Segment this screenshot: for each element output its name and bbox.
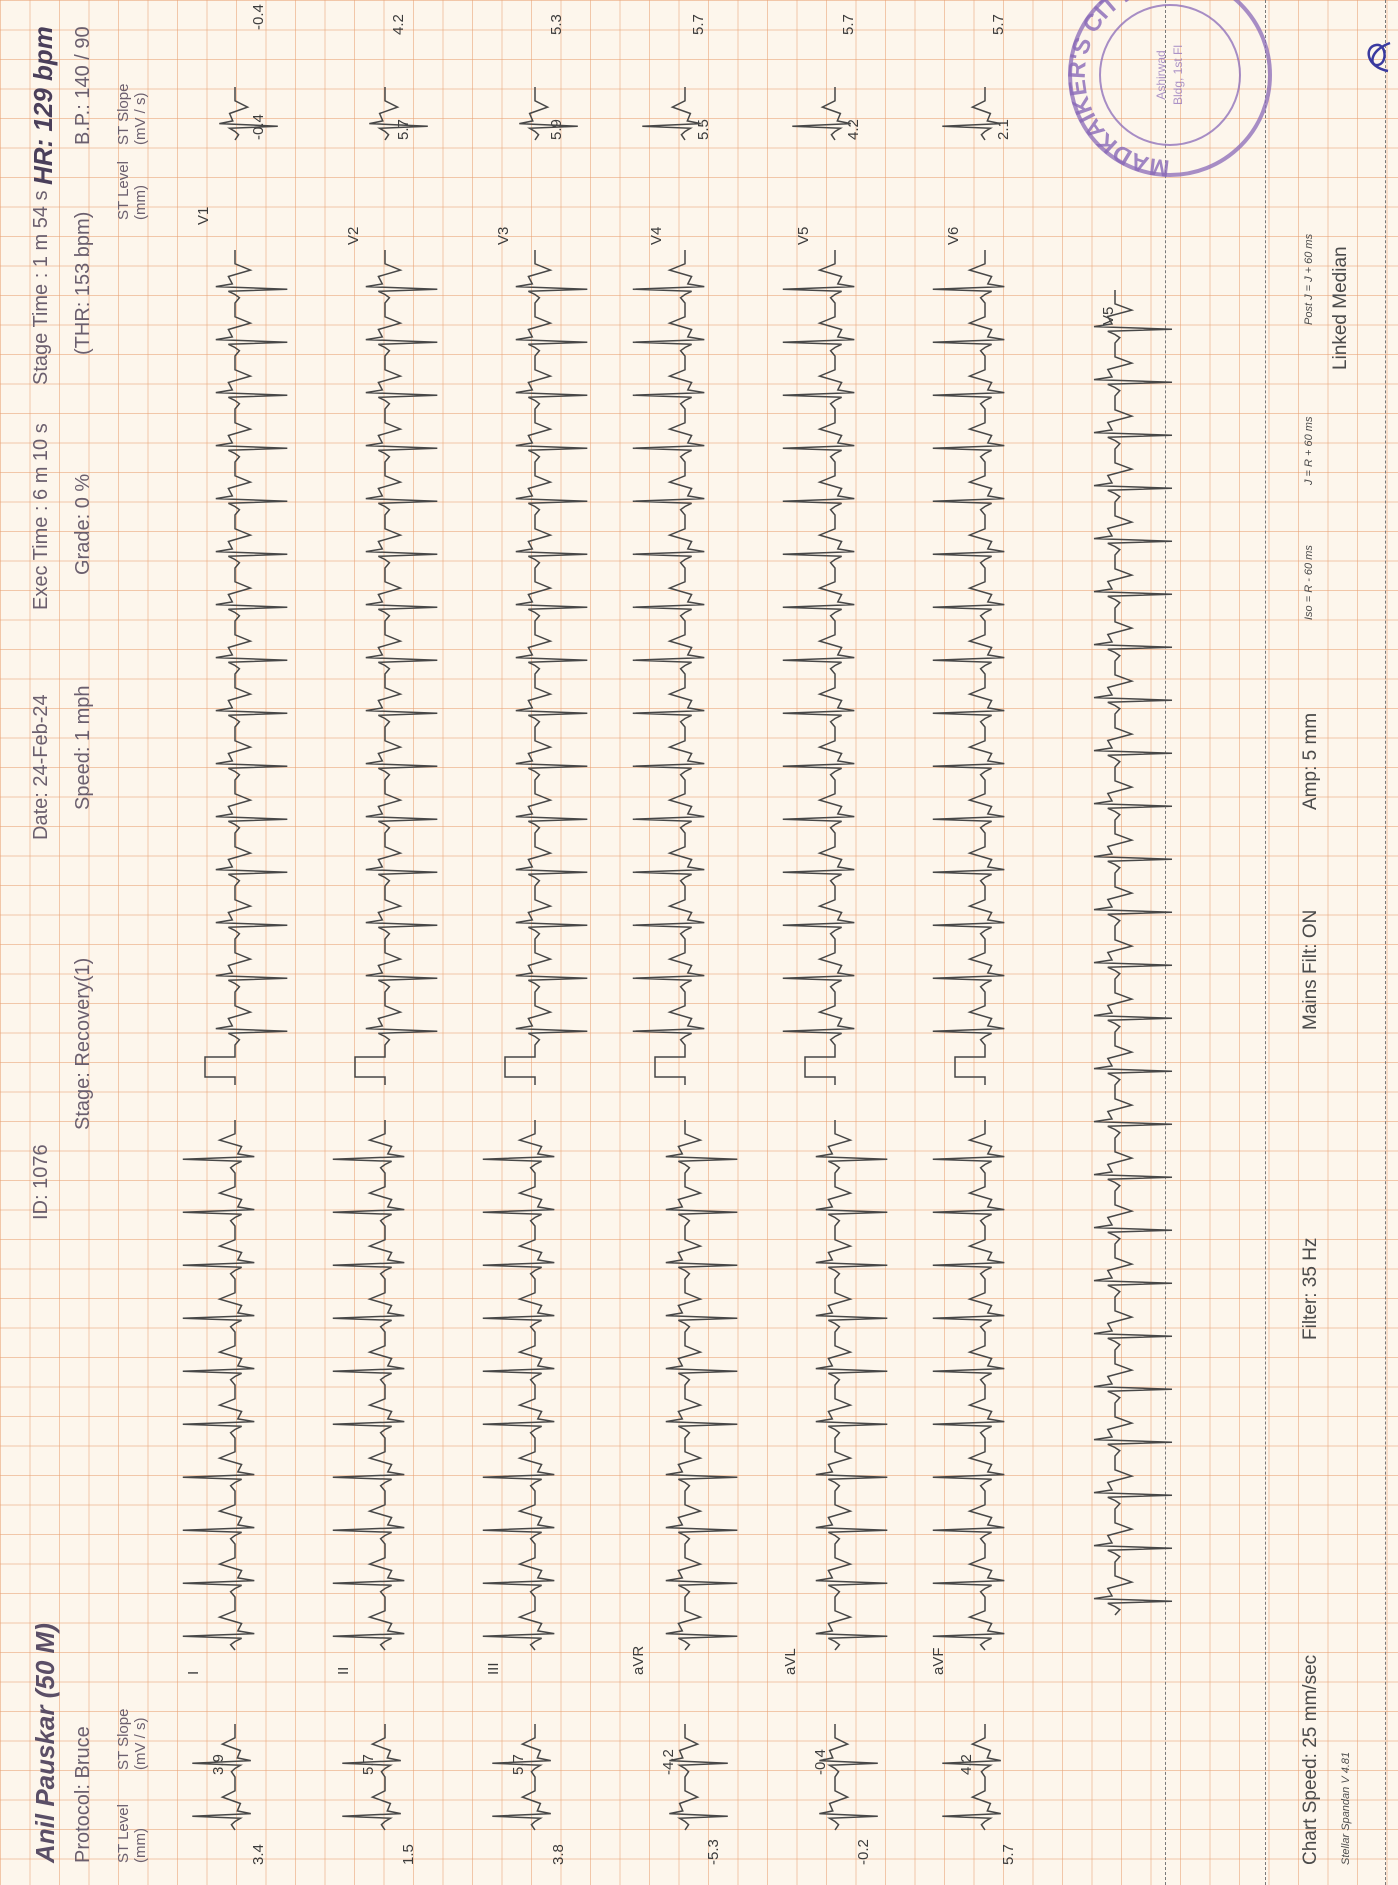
trace-ii (332, 1120, 405, 1651)
trace-v1 (204, 250, 288, 1085)
trace-avr (665, 1120, 738, 1651)
software-version: Stellar Spandan V 4.81 (1340, 1751, 1352, 1865)
j-point: J = R + 60 ms (1303, 416, 1315, 485)
trace-avl (815, 1120, 888, 1651)
signature-mark (1367, 41, 1391, 73)
trace-avf (932, 1120, 1005, 1651)
iso-point: Iso = R - 60 ms (1303, 545, 1315, 620)
median-right-v3 (519, 87, 578, 141)
rhythm-strip-v5 (1093, 290, 1173, 1616)
post-j-point: Post J = J + 60 ms (1303, 233, 1315, 325)
median-left-avl (819, 1724, 878, 1831)
median-right-v4 (642, 87, 701, 141)
median-right-v5 (792, 87, 851, 141)
median-left-avf (942, 1724, 1001, 1831)
trace-v2 (354, 250, 438, 1085)
linked-median: Linked Median (1330, 246, 1351, 370)
trace-i (182, 1120, 255, 1651)
clinic-stamp: MADKAIKER'S CITY Ashirwad Bldg, 1st Fl (1064, 0, 1272, 181)
trace-iii (482, 1120, 555, 1651)
median-left-avr (669, 1724, 728, 1831)
svg-text:Ashirwad: Ashirwad (1154, 50, 1168, 99)
median-left-ii (342, 1724, 401, 1831)
mains-filter: Mains Filt: ON (1300, 909, 1321, 1030)
trace-v5 (782, 250, 855, 1085)
median-right-v6 (942, 87, 1001, 141)
median-left-iii (492, 1724, 551, 1831)
trace-v6 (932, 250, 1005, 1085)
filter-setting: Filter: 35 Hz (1300, 1237, 1321, 1340)
chart-speed: Chart Speed: 25 mm/sec (1300, 1654, 1321, 1865)
amplitude-setting: Amp: 5 mm (1300, 712, 1321, 810)
median-right-v1 (219, 87, 278, 141)
trace-v4 (632, 250, 705, 1085)
trace-v3 (504, 250, 588, 1085)
median-right-v2 (369, 87, 428, 141)
svg-text:Bldg, 1st Fl: Bldg, 1st Fl (1171, 45, 1185, 105)
median-left-i (192, 1724, 251, 1831)
